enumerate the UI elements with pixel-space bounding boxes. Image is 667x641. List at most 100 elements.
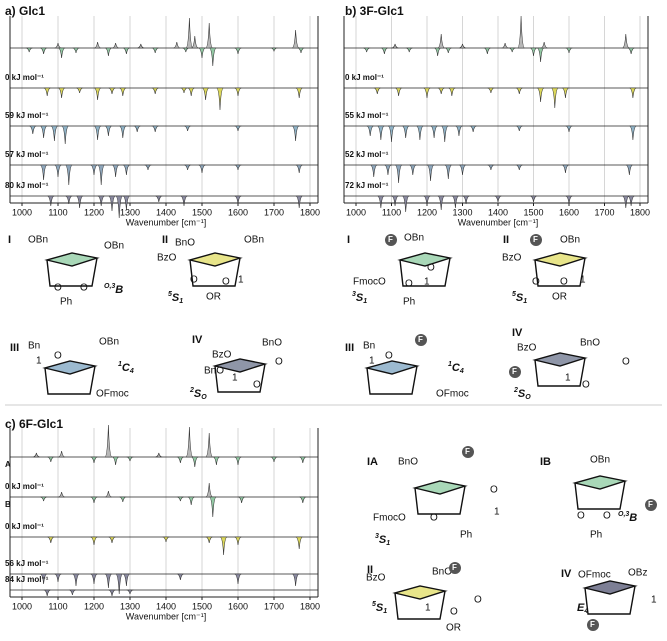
conformer-main: E [577,602,585,614]
spectrum-peak [444,164,452,180]
x-tick-label: 1800 [300,601,320,611]
ring-plane [532,352,588,367]
spectrum-peak [270,456,278,463]
substituent: O [532,277,540,288]
spectrum-peak [209,496,217,518]
substituent: Ph [460,530,472,541]
substituent: OR [552,292,567,303]
substituent: F [465,447,470,456]
spectrum-peak [176,573,184,581]
substituent: O [622,357,630,368]
spectrum-peak [529,47,538,57]
spectrum-peak [29,125,37,135]
substituent: BzO [502,253,522,264]
substituent: OBn [104,241,124,252]
spectrum-peak [191,456,199,468]
x-tick-label: 1100 [48,207,67,217]
spectrum-peak [629,87,637,99]
spectrum-peak [508,47,516,53]
conformer-main: S [516,292,524,304]
spectrum-peak [363,47,371,53]
spectrum-peak [198,47,206,59]
spectrum-peak [451,195,459,209]
substituent: O [222,277,230,288]
conformer-sub: 1 [523,298,527,305]
conformer-label: O,3B [618,511,637,524]
energy-label: 56 kJ mol⁻¹ [5,559,49,568]
spectrum-peak [97,195,105,207]
spectrum-peak [76,87,84,94]
spectrum-peak [458,43,467,49]
spectrum-peak [202,87,210,101]
substituent: O [577,511,585,522]
structure-numeral: III [345,342,354,354]
x-tick-label: 1700 [594,207,614,217]
substituent: BnO [175,238,195,249]
x-tick-label: 1500 [192,207,212,217]
spectrum-peak [434,47,442,57]
spectrum-peak [65,195,73,205]
spectrum-peak [47,456,55,463]
spectrum-peak [58,47,66,59]
spectrum-peak [437,87,445,95]
conformer-label: 5S1 [372,601,387,615]
structure-numeral: IV [561,568,572,580]
structure-numeral: IV [192,334,203,346]
spectrum-peak [115,573,123,595]
spectrum-peak [90,456,98,464]
substituent: BzO [517,343,537,354]
spectrum-peak [370,164,378,178]
spectrum-peak [540,41,548,49]
spectrum-peak [416,125,424,141]
substituent: 1 [424,277,430,288]
x-tick-label: 1600 [228,207,248,217]
substituent: F [533,235,538,244]
substituent: OBn [244,235,264,246]
structure-numeral: II [162,234,168,246]
spectrum-peak [151,87,159,95]
spectrum-peak [515,164,523,171]
energy-label: 0 kJ mol⁻¹ [5,522,44,531]
spectrum-peak [90,536,98,546]
spectrum-peak [529,195,538,203]
fluorine-badge [530,234,542,246]
spectrum-peak [537,47,545,63]
spectrum-peak [444,47,452,54]
spectrum-peak [176,496,184,502]
spectrum-peak [122,195,130,211]
panel-title: b) 3F-Glc1 [345,4,404,18]
x-tick-label: 1300 [120,207,140,217]
spectrum-peak [455,125,463,137]
spectrum-peak [112,164,120,178]
spectrum-peak [216,87,224,111]
substituent: OBn [404,233,424,244]
spectrum-peak [622,33,630,49]
conformer-label: 3S1 [375,533,390,547]
spectrum-peak [295,87,303,99]
spectrum-peak [462,195,470,205]
spectrum-peak [72,573,80,587]
spectrum-peak [65,164,73,186]
substituent: BzO [212,350,232,361]
spectrum-peak [151,47,159,54]
spectrum-peak [68,589,76,596]
spectrum-peak [40,47,48,55]
substituent: Bn [28,341,40,352]
x-tick-label: 1800 [630,207,650,217]
spectrum-peak [238,496,246,504]
energy-label: 0 kJ mol⁻¹ [5,482,44,491]
x-axis-label: Wavenumber [cm⁻¹] [126,611,206,621]
x-axis-label: Wavenumber [cm⁻¹] [126,217,206,227]
spectrum-peak [43,589,51,597]
substituent: OBn [560,235,580,246]
energy-label: 59 kJ mol⁻¹ [5,111,49,120]
spectrum-peak [155,452,163,458]
spectrum-peak [394,164,403,184]
spectrum-peak [185,17,194,49]
substituent: BnO [580,338,600,349]
substituent: BnO [398,457,418,468]
conformer-main: C [122,362,131,374]
panel-title: c) 6F-Glc1 [5,417,63,431]
spectrum-peak [387,125,396,143]
substituent: O [430,513,438,524]
